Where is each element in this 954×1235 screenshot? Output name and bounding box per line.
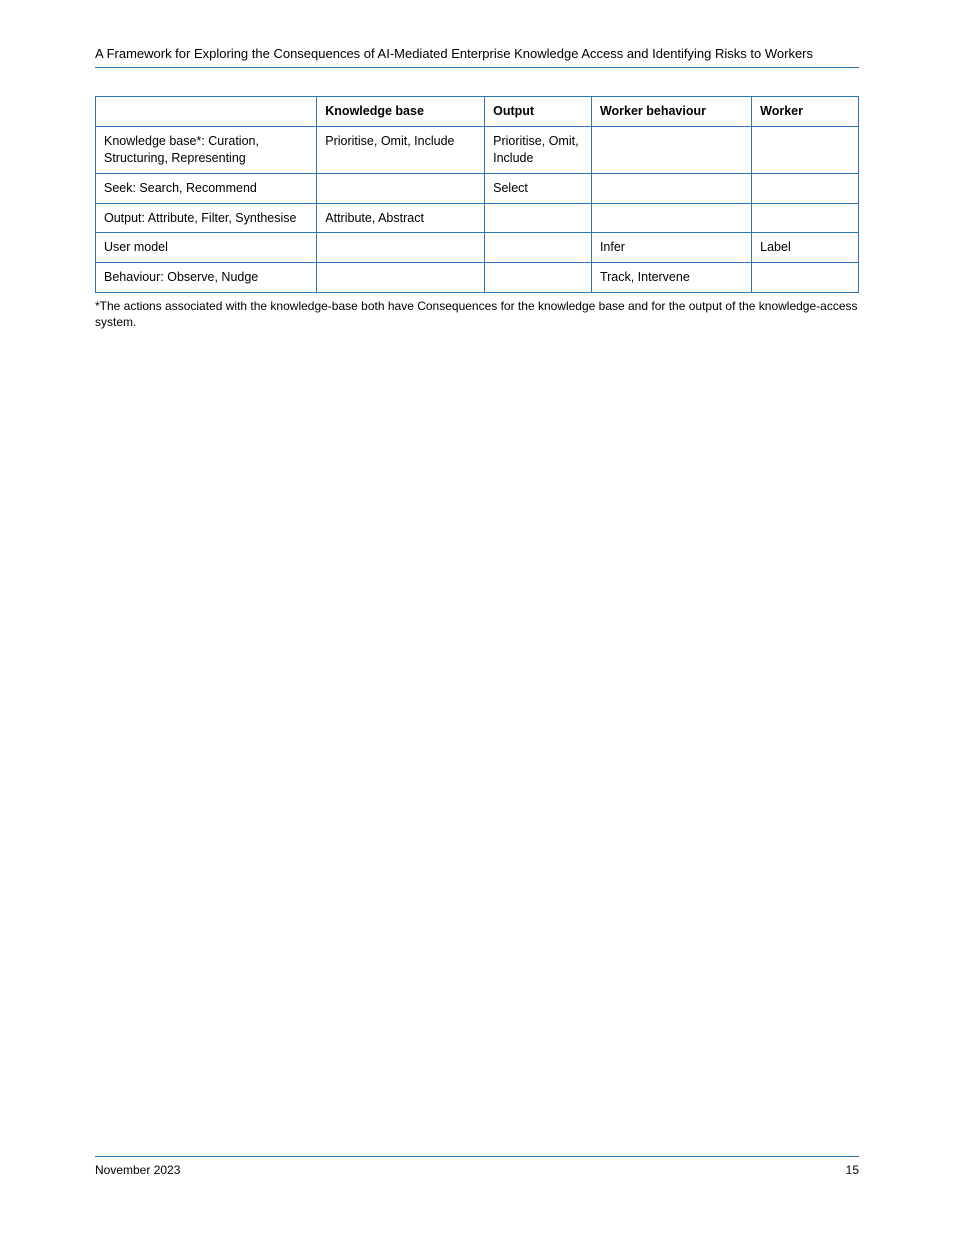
table-cell: Output: Attribute, Filter, Synthesise [96,203,317,233]
table-header-cell: Worker behaviour [591,97,751,127]
table-cell [752,173,859,203]
consequences-table: Knowledge base Output Worker behaviour W… [95,96,859,293]
table-cell [485,203,592,233]
table-row: Behaviour: Observe, Nudge Track, Interve… [96,263,859,293]
header-rule [95,67,859,68]
table-cell [317,233,485,263]
table-cell: Prioritise, Omit, Include [317,126,485,173]
table-cell: Knowledge base*: Curation, Structuring, … [96,126,317,173]
page-header-title: A Framework for Exploring the Consequenc… [95,46,859,61]
page-footer: November 2023 15 [95,1156,859,1177]
table-header-cell [96,97,317,127]
table-cell [752,126,859,173]
table-footnote: *The actions associated with the knowled… [95,299,859,330]
footer-page-number: 15 [846,1163,859,1177]
footer-date: November 2023 [95,1163,180,1177]
footer-rule [95,1156,859,1157]
table-cell: Select [485,173,592,203]
table-cell: Behaviour: Observe, Nudge [96,263,317,293]
table-cell [485,263,592,293]
table-cell [485,233,592,263]
table-cell [317,173,485,203]
table-cell: Label [752,233,859,263]
table-cell: Seek: Search, Recommend [96,173,317,203]
table-cell [591,126,751,173]
table-cell [752,263,859,293]
table-cell [591,173,751,203]
table-row: Knowledge base*: Curation, Structuring, … [96,126,859,173]
table-cell [752,203,859,233]
table-cell [591,203,751,233]
table-header-cell: Output [485,97,592,127]
table-header-row: Knowledge base Output Worker behaviour W… [96,97,859,127]
table-row: Output: Attribute, Filter, Synthesise At… [96,203,859,233]
table-cell: Prioritise, Omit, Include [485,126,592,173]
table-row: Seek: Search, Recommend Select [96,173,859,203]
table-cell: Track, Intervene [591,263,751,293]
table-header-cell: Knowledge base [317,97,485,127]
table-cell: Attribute, Abstract [317,203,485,233]
table-cell: Infer [591,233,751,263]
table-header-cell: Worker [752,97,859,127]
table-cell [317,263,485,293]
table-cell: User model [96,233,317,263]
table-row: User model Infer Label [96,233,859,263]
